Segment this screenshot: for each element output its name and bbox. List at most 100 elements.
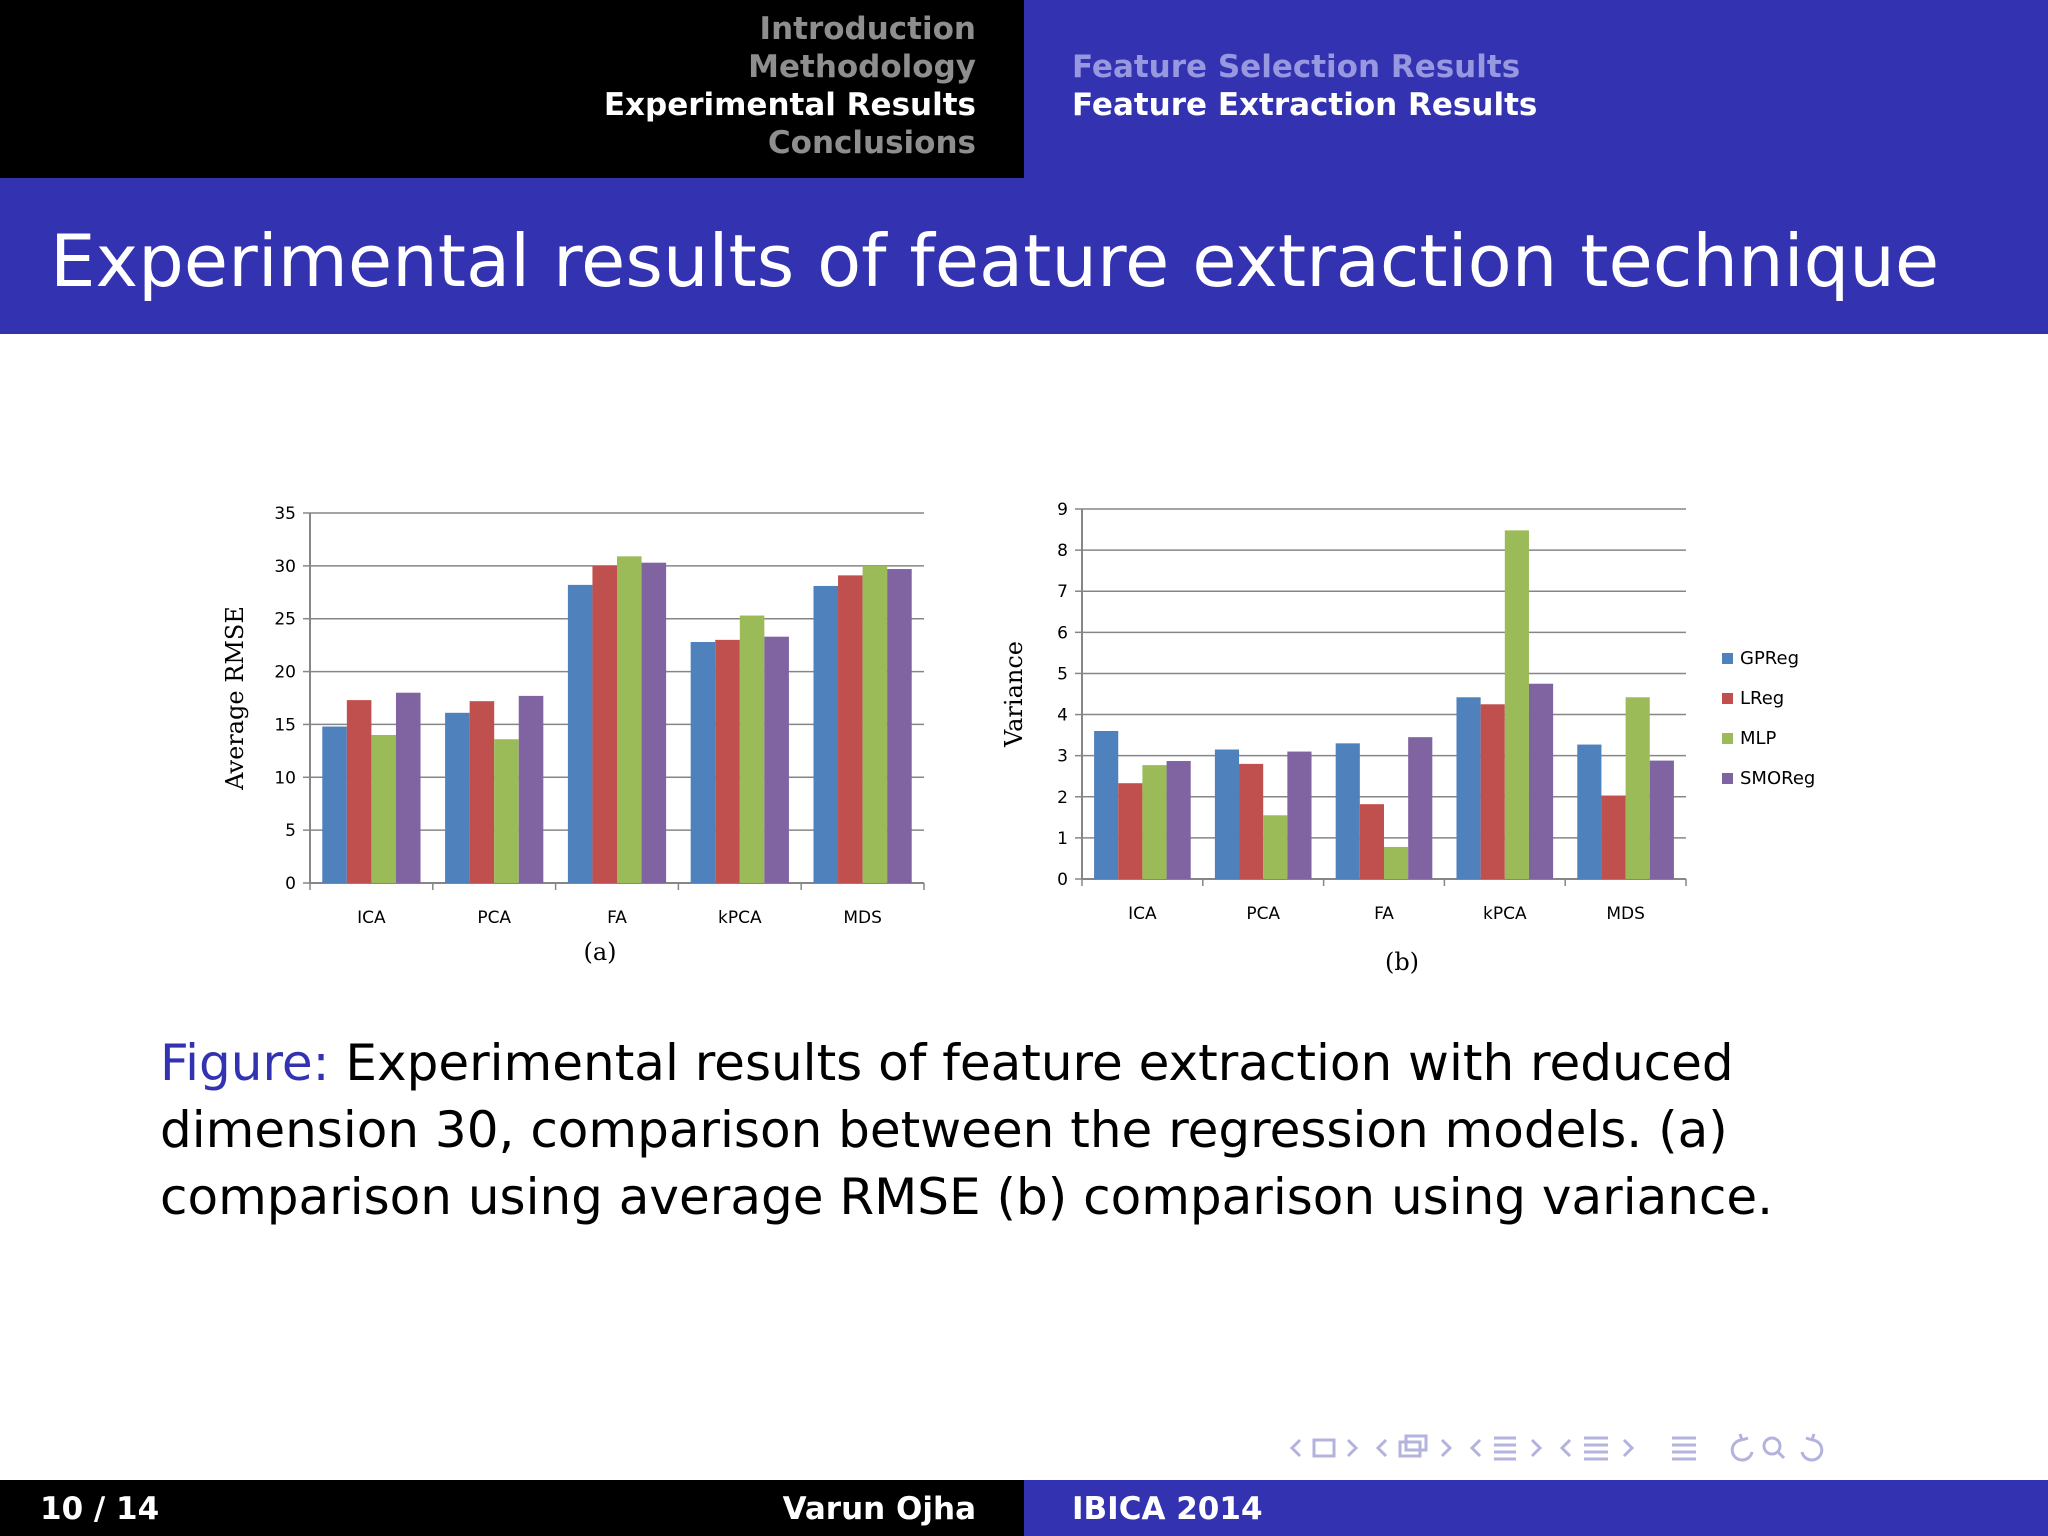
x-category-label: ICA	[1128, 904, 1157, 924]
bar-mlp-pca	[1263, 815, 1288, 879]
frame-icon	[1312, 1438, 1336, 1458]
frame-next-icon	[1346, 1438, 1359, 1458]
y-tick-label: 10	[274, 768, 296, 788]
frame-prev-icon	[1289, 1438, 1302, 1458]
bar-lreg-kpca	[715, 639, 740, 883]
bar-gpreg-fa	[1335, 743, 1360, 879]
y-tick-label: 5	[1057, 664, 1068, 684]
bar-gpreg-pca	[1214, 749, 1240, 879]
y-tick-label: 1	[1057, 829, 1068, 849]
bar-gpreg-mds	[1577, 744, 1602, 879]
search-controls[interactable]	[1730, 1433, 1824, 1462]
bar-smoreg-kpca	[764, 636, 789, 883]
section-navigation: Introduction Methodology Experimental Re…	[0, 0, 1024, 178]
bar-gpreg-kpca	[690, 641, 716, 883]
nav-subsection-feature-selection[interactable]: Feature Selection Results	[1072, 49, 1521, 85]
footer-event: IBICA 2014	[1072, 1491, 1263, 1527]
forward-icon	[1800, 1433, 1824, 1462]
search-icon	[1762, 1436, 1782, 1456]
bar-lreg-ica	[1118, 783, 1143, 879]
bar-smoreg-ica	[395, 692, 421, 883]
bar-lreg-kpca	[1480, 704, 1505, 879]
legend-swatch-gpreg	[1722, 653, 1733, 664]
subsection-next-icon	[1440, 1438, 1453, 1458]
x-category-label: FA	[1374, 904, 1394, 924]
slide-title: Experimental results of feature extracti…	[50, 219, 1940, 303]
nav-section-experimental-results[interactable]: Experimental Results	[603, 87, 976, 123]
figure-caption-label: Figure:	[160, 1034, 330, 1092]
legend-swatch-lreg	[1722, 693, 1733, 704]
page-number: 10 / 14	[40, 1491, 160, 1527]
section-prev-icon	[1469, 1438, 1482, 1458]
figure-caption: Figure: Experimental results of feature …	[160, 1030, 1920, 1231]
bar-gpreg-ica	[1094, 731, 1119, 879]
y-tick-label: 8	[1057, 541, 1068, 561]
bar-gpreg-fa	[567, 584, 593, 883]
nav-subsection-feature-extraction[interactable]: Feature Extraction Results	[1072, 87, 1538, 123]
panel-label: (a)	[583, 938, 616, 966]
x-category-label: PCA	[477, 908, 511, 928]
footer-left: 10 / 14 Varun Ojha	[0, 1480, 1024, 1536]
x-category-label: kPCA	[718, 908, 762, 928]
bar-lreg-fa	[592, 565, 617, 883]
nav-subsection-controls[interactable]	[1375, 1434, 1453, 1458]
bar-lreg-mds	[838, 575, 863, 883]
bar-mlp-kpca	[1504, 530, 1529, 879]
bar-mlp-mds	[862, 565, 888, 883]
bar-lreg-pca	[1239, 763, 1264, 879]
chart-average-rmse: 0 5 10 15 20 25 30 35 ICA PCA FA kPCA MDS Average RMS…	[221, 504, 925, 966]
y-tick-label: 6	[1057, 623, 1068, 643]
nav-frame-controls[interactable]	[1289, 1438, 1359, 1458]
bar-smoreg-pca	[518, 695, 544, 883]
section-icon	[1494, 1436, 1516, 1461]
bar-smoreg-pca	[1287, 751, 1312, 879]
bar-gpreg-ica	[322, 726, 347, 883]
bar-gpreg-pca	[445, 712, 470, 883]
nav-section-conclusions[interactable]: Conclusions	[767, 125, 976, 161]
nav-section-introduction[interactable]: Introduction	[759, 11, 976, 47]
document-prev-icon	[1559, 1438, 1572, 1458]
bar-smoreg-mds	[1649, 760, 1674, 879]
subsection-prev-icon	[1375, 1438, 1388, 1458]
panel-label: (b)	[1385, 948, 1419, 976]
appendix-icon[interactable]	[1672, 1436, 1696, 1461]
y-tick-label: 7	[1057, 582, 1068, 602]
slide-title-bar: Experimental results of feature extracti…	[0, 178, 2048, 334]
document-next-icon	[1622, 1438, 1635, 1458]
x-category-label: ICA	[357, 908, 386, 928]
bar-smoreg-ica	[1166, 761, 1191, 879]
bar-smoreg-mds	[887, 569, 912, 883]
bar-lreg-pca	[469, 701, 495, 883]
y-tick-label: 0	[285, 874, 296, 894]
section-next-icon	[1530, 1438, 1543, 1458]
x-category-label: FA	[607, 908, 627, 928]
bar-mlp-kpca	[739, 615, 765, 883]
legend-label-lreg: LReg	[1740, 688, 1784, 709]
y-tick-label: 0	[1057, 870, 1068, 890]
y-axis-title: Variance	[1000, 641, 1028, 748]
y-tick-label: 35	[274, 504, 296, 524]
beamer-navigation-bar	[1289, 1433, 1824, 1462]
y-tick-label: 20	[274, 663, 296, 683]
bar-mlp-ica	[1142, 765, 1167, 879]
bar-lreg-ica	[346, 700, 372, 883]
x-category-label: PCA	[1246, 904, 1280, 924]
bar-mlp-mds	[1625, 697, 1650, 879]
nav-section-methodology[interactable]: Methodology	[748, 49, 976, 85]
y-tick-label: 3	[1057, 747, 1068, 767]
bar-gpreg-mds	[813, 585, 839, 883]
y-tick-label: 2	[1057, 788, 1068, 808]
chart-variance: 0 1 2 3 4 5 6 7 8 9 ICA PCA FA kPCA MDS Variance (b) GPRe…	[1000, 500, 1815, 976]
document-icon	[1584, 1436, 1608, 1461]
nav-section-controls[interactable]	[1469, 1436, 1543, 1461]
legend-label-smoreg: SMOReg	[1740, 768, 1815, 789]
bar-smoreg-kpca	[1528, 683, 1554, 879]
y-axis-title: Average RMSE	[221, 606, 249, 791]
footer-author: Varun Ojha	[782, 1491, 976, 1527]
x-category-label: kPCA	[1483, 904, 1527, 924]
nav-document-controls[interactable]	[1559, 1436, 1635, 1461]
legend-label-mlp: MLP	[1740, 728, 1777, 749]
y-tick-label: 30	[274, 557, 296, 577]
y-tick-label: 15	[274, 715, 296, 735]
bar-lreg-mds	[1601, 795, 1626, 879]
